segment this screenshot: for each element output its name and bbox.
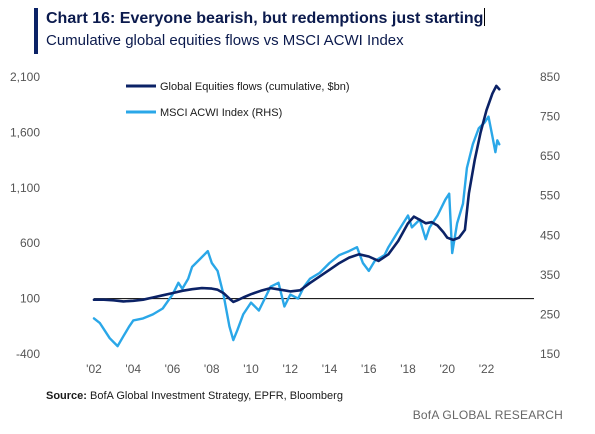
- line-chart: -400 100 600 1,100 1,600 2,100 150 250 350 450 55…: [10, 70, 560, 376]
- legend: Global Equities flows (cumulative, $bn) M…: [126, 81, 350, 119]
- legend-label: MSCI ACWI Index (RHS): [160, 107, 282, 119]
- series-line-msci-acwi: [92, 115, 501, 348]
- left-axis-tick-label: 600: [20, 236, 40, 250]
- x-axis-tick-label: '18: [400, 362, 416, 376]
- source-note: Source: BofA Global Investment Strategy,…: [46, 390, 343, 402]
- right-axis-tick-label: 550: [540, 189, 560, 203]
- x-axis-tick-label: '20: [439, 362, 455, 376]
- legend-label: Global Equities flows (cumulative, $bn): [160, 81, 350, 93]
- x-axis-tick-label: '06: [165, 362, 181, 376]
- x-axis-ticks: '02 '04 '06 '08 '10 '12 '14 '16 '18 '20 '22: [86, 362, 494, 376]
- right-axis-tick-label: 350: [540, 268, 560, 282]
- right-axis-tick-label: 850: [540, 70, 560, 84]
- left-axis-tick-label: 2,100: [10, 70, 40, 84]
- x-axis-tick-label: '16: [361, 362, 377, 376]
- series-line-global-equities-flows: [92, 84, 501, 304]
- left-axis-tick-label: -400: [16, 347, 40, 361]
- x-axis-tick-label: '22: [479, 362, 495, 376]
- left-axis-tick-label: 1,600: [10, 125, 40, 139]
- chart-subtitle: Cumulative global equities flows vs MSCI…: [46, 32, 404, 49]
- source-text: BofA Global Investment Strategy, EPFR, B…: [90, 390, 343, 402]
- right-axis-tick-label: 750: [540, 110, 560, 124]
- x-axis-tick-label: '04: [125, 362, 141, 376]
- left-axis-tick-label: 100: [20, 292, 40, 306]
- title-accent-bar: [34, 8, 38, 54]
- series-group: [92, 84, 501, 348]
- brand-label: BofA GLOBAL RESEARCH: [412, 408, 563, 422]
- right-axis-tick-label: 250: [540, 307, 560, 321]
- x-axis-tick-label: '08: [204, 362, 220, 376]
- right-axis-tick-label: 450: [540, 228, 560, 242]
- x-axis-tick-label: '02: [86, 362, 102, 376]
- text-cursor: [484, 8, 486, 26]
- source-label: Source:: [46, 390, 87, 402]
- x-axis-tick-label: '14: [322, 362, 338, 376]
- right-axis-tick-label: 150: [540, 347, 560, 361]
- chart-title: Chart 16: Everyone bearish, but redempti…: [46, 8, 486, 27]
- x-axis-tick-label: '12: [282, 362, 298, 376]
- right-axis-tick-label: 650: [540, 149, 560, 163]
- left-axis-tick-label: 1,100: [10, 181, 40, 195]
- x-axis-tick-label: '10: [243, 362, 259, 376]
- left-axis-ticks: -400 100 600 1,100 1,600 2,100: [10, 70, 40, 361]
- right-axis-ticks: 150 250 350 450 550 650 750 850: [540, 70, 560, 361]
